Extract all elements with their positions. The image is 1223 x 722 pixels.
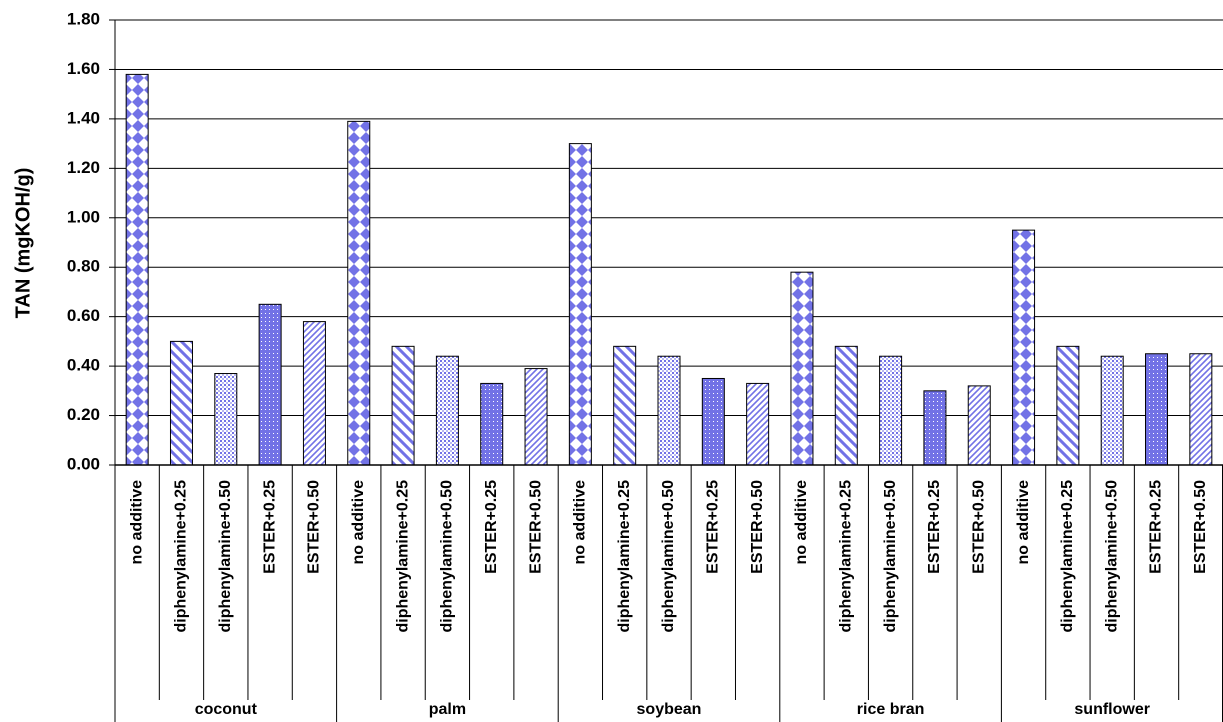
y-tick-label: 1.00	[67, 207, 100, 226]
x-tick-label: no additive	[793, 480, 810, 565]
bar	[302, 321, 326, 466]
group-label: rice bran	[857, 701, 925, 718]
bar	[125, 73, 149, 466]
y-tick-label: 0.40	[67, 356, 100, 375]
x-tick-label: no additive	[572, 480, 589, 565]
x-tick-label: diphenylamine+0.50	[1103, 480, 1120, 633]
y-tick-label: 0.80	[67, 257, 100, 276]
group-label: soybean	[637, 701, 702, 718]
x-tick-label: diphenylamine+0.50	[439, 480, 456, 633]
y-tick-label: 0.00	[67, 454, 100, 473]
x-tick-label: ESTER+0.25	[926, 480, 943, 574]
y-tick-label: 0.20	[67, 405, 100, 424]
bar	[657, 355, 681, 466]
x-tick-label: diphenylamine+0.25	[394, 480, 411, 633]
bar	[967, 385, 991, 466]
x-tick-label: no additive	[350, 480, 367, 565]
bar	[1100, 355, 1124, 466]
x-tick-label: no additive	[1015, 480, 1032, 565]
bar	[613, 345, 637, 466]
bar	[568, 143, 592, 466]
y-tick-label: 0.60	[67, 306, 100, 325]
bar	[480, 382, 504, 466]
x-tick-label: diphenylamine+0.25	[837, 480, 854, 633]
bar	[1145, 353, 1169, 466]
x-tick-label: ESTER+0.25	[483, 480, 500, 574]
bar	[879, 355, 903, 466]
bar	[1012, 229, 1036, 466]
bar	[347, 120, 371, 466]
bar	[834, 345, 858, 466]
bar	[1056, 345, 1080, 466]
bar	[435, 355, 459, 466]
bar	[258, 303, 282, 466]
bar	[524, 368, 548, 466]
x-tick-label: no additive	[128, 480, 145, 565]
x-tick-label: diphenylamine+0.50	[217, 480, 234, 633]
x-tick-label: diphenylamine+0.25	[616, 480, 633, 633]
bar	[391, 345, 415, 466]
bar	[169, 340, 193, 466]
group-label: sunflower	[1074, 701, 1150, 718]
bar	[214, 373, 238, 466]
x-tick-label: ESTER+0.50	[1192, 480, 1209, 574]
x-tick-label: ESTER+0.50	[970, 480, 987, 574]
x-tick-label: diphenylamine+0.25	[1059, 480, 1076, 633]
bar	[701, 377, 725, 466]
x-tick-label: ESTER+0.25	[705, 480, 722, 574]
bar	[923, 390, 947, 466]
x-tick-label: ESTER+0.50	[527, 480, 544, 574]
y-tick-label: 1.60	[67, 59, 100, 78]
x-tick-label: diphenylamine+0.50	[660, 480, 677, 633]
group-label: palm	[429, 701, 466, 718]
x-tick-label: ESTER+0.50	[306, 480, 323, 574]
y-tick-label: 1.40	[67, 108, 100, 127]
x-tick-label: ESTER+0.50	[749, 480, 766, 574]
x-tick-label: ESTER+0.25	[261, 480, 278, 574]
bar	[790, 271, 814, 466]
x-tick-label: ESTER+0.25	[1148, 480, 1165, 574]
y-tick-label: 1.80	[67, 9, 100, 28]
x-tick-label: diphenylamine+0.50	[882, 480, 899, 633]
group-label: coconut	[195, 701, 258, 718]
bar	[746, 382, 770, 466]
y-axis-label: TAN (mgKOH/g)	[12, 168, 34, 319]
bar	[1189, 353, 1213, 466]
x-tick-label: diphenylamine+0.25	[173, 480, 190, 633]
y-tick-label: 1.20	[67, 158, 100, 177]
